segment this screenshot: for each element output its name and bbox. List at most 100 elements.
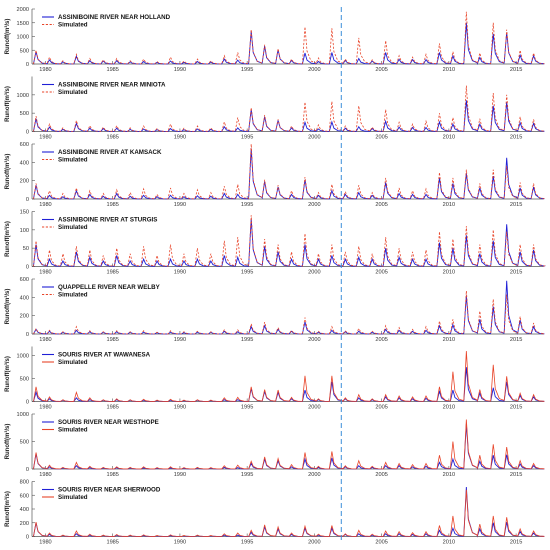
panel-5: 0 200 400 600 1980 1985 1990 1995 2000 2005 2010 20… xyxy=(4,277,545,343)
simulated-series-line xyxy=(33,290,545,335)
x-tick-label: 1990 xyxy=(174,540,186,546)
y-axis-label: Runoff(m³/s) xyxy=(4,221,11,257)
x-tick-label: 2005 xyxy=(375,135,387,141)
x-tick-label: 2010 xyxy=(443,270,455,276)
legend-simulated-label: Simulated xyxy=(58,427,88,434)
x-tick-label: 1995 xyxy=(241,472,253,478)
x-tick-label: 1990 xyxy=(174,135,186,141)
x-tick-label: 2000 xyxy=(308,135,320,141)
y-tick-label: 200 xyxy=(20,521,29,527)
legend-station-name: ASSINIBOINE RIVER NEAR MINIOTA xyxy=(58,82,166,89)
x-tick-label: 1990 xyxy=(174,405,186,411)
x-tick-label: 1995 xyxy=(241,202,253,208)
simulated-series-line xyxy=(32,11,545,65)
y-tick-label: 1500 xyxy=(17,21,29,27)
y-tick-label: 1000 xyxy=(17,354,29,360)
x-tick-label: 2000 xyxy=(308,270,320,276)
x-tick-label: 1980 xyxy=(39,67,51,73)
x-tick-label: 2010 xyxy=(443,135,455,141)
y-tick-label: 1000 xyxy=(17,412,29,418)
legend-station-name: ASSINIBOINE RIVER AT STURGIS xyxy=(58,217,157,224)
legend-station-name: SOURIS RIVER NEAR SHERWOOD xyxy=(58,487,161,494)
legend-station-name: SOURIS RIVER NEAR WESTHOPE xyxy=(58,419,159,426)
x-tick-label: 2015 xyxy=(510,67,522,73)
y-tick-label: 0 xyxy=(26,467,29,473)
x-tick-label: 1985 xyxy=(106,405,118,411)
x-tick-label: 1985 xyxy=(106,135,118,141)
y-tick-label: 500 xyxy=(20,111,29,117)
x-tick-label: 1995 xyxy=(241,337,253,343)
legend-station-name: ASSINIBOINE RIVER NEAR HOLLAND xyxy=(58,14,171,21)
y-axis-label: Runoff(m³/s) xyxy=(4,424,11,460)
panel-3: 0 200 400 600 1980 1985 1990 1995 2000 2005 2010 20… xyxy=(4,142,545,208)
x-tick-label: 2010 xyxy=(443,337,455,343)
x-tick-label: 2000 xyxy=(308,540,320,546)
x-tick-label: 2010 xyxy=(443,405,455,411)
y-tick-label: 600 xyxy=(20,142,29,148)
x-tick-label: 1990 xyxy=(174,472,186,478)
panel-8: 0 200 400 600 800 1980 1985 1990 1995 2000 2005 201… xyxy=(4,480,545,546)
y-tick-label: 2000 xyxy=(17,7,29,13)
y-tick-label: 0 xyxy=(26,332,29,338)
y-tick-label: 0 xyxy=(26,535,29,541)
observed-series-line xyxy=(32,218,547,267)
x-tick-label: 1995 xyxy=(241,270,253,276)
legend-simulated-label: Simulated xyxy=(58,22,88,29)
x-tick-label: 1990 xyxy=(174,337,186,343)
x-tick-label: 2000 xyxy=(308,202,320,208)
x-tick-label: 1985 xyxy=(106,202,118,208)
x-tick-label: 1995 xyxy=(241,135,253,141)
y-axis-label: Runoff(m³/s) xyxy=(4,19,11,55)
y-tick-label: 200 xyxy=(20,314,29,320)
x-tick-label: 1985 xyxy=(106,270,118,276)
simulated-series-line xyxy=(32,351,545,403)
legend-simulated-label: Simulated xyxy=(58,359,88,366)
y-axis-label: Runoff(m³/s) xyxy=(4,356,11,392)
y-tick-label: 1000 xyxy=(17,35,29,41)
x-tick-label: 2005 xyxy=(375,202,387,208)
panel-4: 0 50 100 150 1980 1985 1990 1995 2000 2005 2010 201… xyxy=(4,210,547,276)
y-tick-label: 0 xyxy=(26,62,29,68)
legend-station-name: ASSINIBOINE RIVER AT KAMSACK xyxy=(58,149,162,156)
legend-simulated-label: Simulated xyxy=(58,292,88,299)
x-tick-label: 2010 xyxy=(443,540,455,546)
x-tick-label: 1990 xyxy=(174,270,186,276)
y-tick-label: 150 xyxy=(20,210,29,216)
x-tick-label: 2010 xyxy=(443,202,455,208)
y-axis-label: Runoff(m³/s) xyxy=(4,491,11,527)
y-tick-label: 400 xyxy=(20,160,29,166)
y-tick-label: 500 xyxy=(20,48,29,54)
legend-station-name: SOURIS RIVER AT WAWANESA xyxy=(58,352,151,359)
simulated-series-line xyxy=(32,143,545,200)
legend-simulated-label: Simulated xyxy=(58,224,88,231)
x-tick-label: 2010 xyxy=(443,472,455,478)
panel-6: 0 500 1000 1980 1985 1990 1995 2000 2005 2010 2015… xyxy=(4,346,545,411)
x-tick-label: 2015 xyxy=(510,472,522,478)
legend-simulated-label: Simulated xyxy=(58,494,88,501)
panel-1: 0 500 1000 1500 2000 1980 1985 1990 1995 2000 2005… xyxy=(4,7,545,73)
x-tick-label: 2005 xyxy=(375,472,387,478)
legend-simulated-label: Simulated xyxy=(58,157,88,164)
x-tick-label: 2005 xyxy=(375,540,387,546)
y-tick-label: 400 xyxy=(20,507,29,513)
legend-station-name: QUAPPELLE RIVER NEAR WELBY xyxy=(58,284,161,291)
y-tick-label: 600 xyxy=(20,277,29,283)
y-tick-label: 50 xyxy=(23,246,29,252)
y-tick-label: 100 xyxy=(20,228,29,234)
x-tick-label: 2010 xyxy=(443,67,455,73)
x-tick-label: 2005 xyxy=(375,405,387,411)
simulated-series-line xyxy=(32,419,545,470)
x-tick-label: 1990 xyxy=(174,67,186,73)
x-tick-label: 1980 xyxy=(39,540,51,546)
x-tick-label: 2005 xyxy=(375,67,387,73)
x-tick-label: 1985 xyxy=(106,67,118,73)
y-tick-label: 600 xyxy=(20,493,29,499)
x-tick-label: 2015 xyxy=(510,135,522,141)
x-tick-label: 2005 xyxy=(375,270,387,276)
x-tick-label: 2000 xyxy=(308,405,320,411)
y-axis-label: Runoff(m³/s) xyxy=(4,86,11,122)
x-tick-label: 1985 xyxy=(106,472,118,478)
x-tick-label: 1980 xyxy=(39,270,51,276)
